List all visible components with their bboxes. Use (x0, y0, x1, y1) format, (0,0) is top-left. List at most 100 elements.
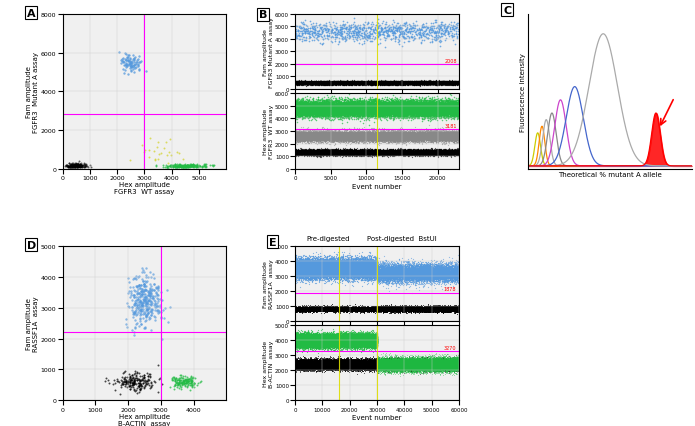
Point (380, 273, 391, 279)
Point (348, 360, 359, 366)
Point (324, 335, 335, 342)
Point (338, 262, 350, 269)
Point (442, 80, 453, 87)
Point (345, 134, 356, 141)
Point (428, 80, 439, 86)
Point (320, 336, 331, 343)
Point (306, 269, 317, 276)
Point (324, 359, 335, 366)
Point (420, 274, 432, 281)
Point (402, 79, 413, 86)
Point (358, 337, 369, 344)
Point (306, 100, 318, 107)
Point (318, 257, 329, 264)
Point (438, 108, 449, 115)
Point (383, 81, 394, 88)
Point (442, 361, 453, 368)
Point (310, 150, 321, 157)
Point (405, 361, 416, 368)
Point (291, 336, 302, 343)
Point (299, 111, 310, 118)
Point (295, 259, 306, 266)
Point (318, 358, 329, 365)
Point (359, 267, 370, 273)
Point (344, 105, 355, 112)
Point (436, 363, 448, 369)
Point (448, 80, 459, 86)
Point (373, 105, 384, 112)
Point (447, 360, 458, 367)
Point (340, 340, 351, 346)
Point (393, 364, 404, 371)
Point (448, 80, 459, 86)
Point (343, 339, 354, 346)
Point (374, 80, 385, 87)
Point (361, 106, 372, 112)
Point (332, 341, 343, 348)
Point (421, 359, 432, 366)
Point (394, 362, 405, 369)
Point (444, 357, 455, 364)
Point (378, 110, 389, 117)
Point (439, 360, 450, 367)
Point (422, 366, 433, 373)
Point (373, 114, 384, 121)
Point (441, 148, 452, 155)
Point (401, 305, 412, 312)
Point (416, 307, 427, 314)
Point (293, 265, 304, 272)
Point (344, 266, 355, 273)
Point (365, 364, 376, 371)
Point (448, 363, 459, 369)
Point (337, 357, 348, 364)
Point (291, 150, 302, 157)
Point (431, 357, 442, 363)
Point (428, 135, 439, 141)
Point (374, 269, 385, 276)
Point (396, 359, 407, 366)
Point (409, 306, 420, 313)
Point (325, 81, 336, 88)
Point (443, 363, 455, 369)
Point (380, 81, 391, 87)
Point (308, 335, 319, 342)
Point (325, 364, 336, 371)
Point (356, 338, 367, 345)
Point (301, 307, 312, 314)
Point (383, 149, 394, 155)
Point (383, 358, 394, 365)
Point (315, 305, 326, 312)
Point (405, 363, 416, 369)
Point (397, 356, 408, 363)
Point (409, 80, 420, 86)
Point (448, 365, 459, 371)
Point (396, 361, 407, 368)
Point (336, 269, 347, 276)
Point (404, 360, 415, 366)
Point (345, 336, 357, 343)
Point (339, 336, 350, 343)
Point (354, 362, 366, 368)
Point (434, 136, 445, 143)
Point (434, 79, 445, 86)
Point (331, 149, 342, 155)
Point (400, 305, 411, 312)
Point (348, 335, 359, 342)
Point (402, 103, 413, 110)
Point (373, 361, 384, 368)
Point (449, 306, 460, 313)
Point (382, 275, 393, 282)
Point (360, 110, 371, 117)
Point (293, 132, 304, 139)
Point (443, 358, 454, 365)
Point (404, 268, 415, 275)
Point (336, 305, 347, 311)
Point (450, 306, 461, 313)
Point (397, 105, 408, 112)
Point (329, 361, 340, 368)
Point (366, 149, 377, 156)
Point (308, 136, 319, 143)
Point (343, 337, 354, 343)
Point (390, 306, 401, 313)
Point (424, 359, 435, 366)
